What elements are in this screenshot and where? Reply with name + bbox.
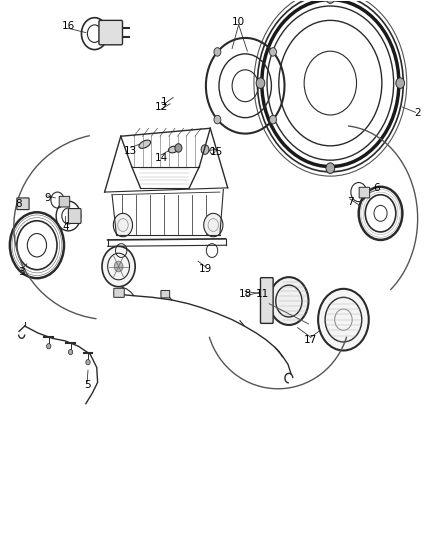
Text: 9: 9 [45, 193, 51, 204]
Text: 12: 12 [155, 102, 168, 112]
Text: 2: 2 [414, 108, 421, 118]
Circle shape [175, 144, 182, 152]
Text: 5: 5 [84, 379, 91, 390]
Text: 19: 19 [198, 264, 212, 274]
Text: 15: 15 [210, 147, 223, 157]
Text: 6: 6 [374, 183, 380, 193]
Ellipse shape [139, 140, 151, 148]
Text: 1: 1 [161, 96, 168, 107]
FancyBboxPatch shape [17, 198, 29, 209]
Text: 11: 11 [256, 289, 269, 299]
Circle shape [46, 344, 51, 349]
FancyBboxPatch shape [68, 208, 81, 223]
FancyBboxPatch shape [359, 187, 370, 198]
Circle shape [113, 213, 133, 237]
FancyBboxPatch shape [161, 290, 170, 298]
Circle shape [204, 213, 223, 237]
FancyBboxPatch shape [59, 196, 70, 207]
Circle shape [201, 145, 209, 155]
Circle shape [102, 246, 135, 287]
Circle shape [214, 47, 221, 56]
Text: 3: 3 [18, 267, 25, 277]
Circle shape [114, 261, 123, 272]
Text: 7: 7 [346, 197, 353, 207]
Circle shape [326, 163, 335, 173]
Ellipse shape [168, 146, 178, 153]
Text: 14: 14 [155, 152, 168, 163]
Circle shape [326, 0, 335, 3]
Text: 17: 17 [304, 335, 317, 345]
Circle shape [214, 115, 221, 124]
Text: 4: 4 [62, 222, 69, 232]
Circle shape [68, 350, 73, 355]
Circle shape [269, 115, 276, 124]
Text: 16: 16 [62, 21, 75, 31]
Text: 8: 8 [16, 199, 22, 209]
Text: 18: 18 [239, 289, 252, 299]
Circle shape [86, 360, 90, 365]
FancyBboxPatch shape [261, 278, 273, 324]
Circle shape [318, 289, 369, 351]
Circle shape [269, 277, 308, 325]
Circle shape [269, 47, 276, 56]
FancyBboxPatch shape [114, 288, 124, 297]
Circle shape [396, 78, 405, 88]
Circle shape [256, 78, 265, 88]
Text: 10: 10 [232, 17, 245, 27]
FancyBboxPatch shape [99, 20, 123, 45]
Text: 13: 13 [124, 146, 138, 156]
